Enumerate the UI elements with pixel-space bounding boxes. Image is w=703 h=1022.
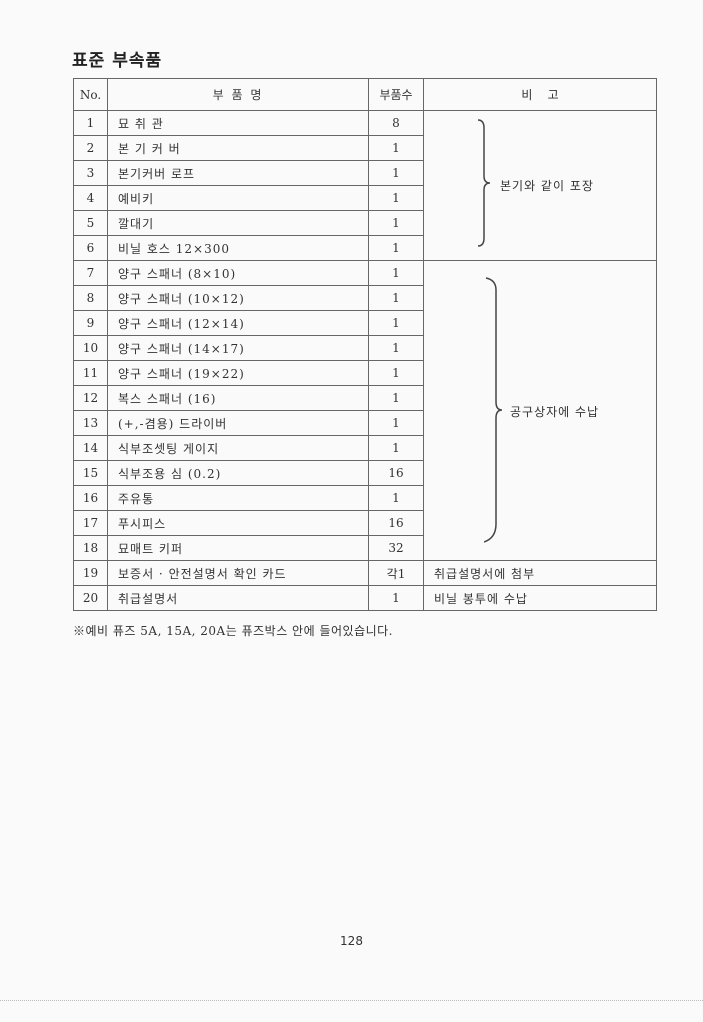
table-row: 10 양구 스패너 (14×17) 1 [73, 335, 657, 361]
row-no: 10 [73, 335, 108, 361]
page-title: 표준 부속품 [72, 51, 163, 71]
brace-group-2 [484, 277, 503, 543]
part-qty: 1 [368, 335, 424, 361]
row-no: 19 [73, 560, 108, 586]
table-row: 18 묘매트 키퍼 32 [73, 535, 657, 561]
part-qty: 8 [368, 110, 424, 136]
table-row: 16 주유통 1 [73, 485, 657, 511]
part-qty: 1 [368, 235, 424, 261]
table-row: 5 깔대기 1 [73, 210, 657, 236]
part-name: 깔대기 [107, 210, 369, 236]
part-qty: 1 [368, 385, 424, 411]
row-no: 5 [73, 210, 108, 236]
fuse-note: ※예비 퓨즈 5A, 15A, 20A는 퓨즈박스 안에 들어있습니다. [73, 624, 393, 638]
table-row: 11 양구 스패너 (19×22) 1 [73, 360, 657, 386]
row-no: 6 [73, 235, 108, 261]
table-row: 1 묘 취 관 8 [73, 110, 657, 261]
table-row: 14 식부조셋팅 게이지 1 [73, 435, 657, 461]
part-qty: 각1 [368, 560, 424, 586]
part-name: 취급설명서 [107, 585, 369, 611]
part-name: 양구 스패너 (10×12) [107, 285, 369, 311]
row-no: 17 [73, 510, 108, 536]
part-qty: 1 [368, 585, 424, 611]
row-no: 7 [73, 260, 108, 286]
part-name: 본 기 커 버 [107, 135, 369, 161]
header-qty: 부품수 [368, 78, 424, 111]
part-qty: 1 [368, 160, 424, 186]
part-qty: 1 [368, 310, 424, 336]
part-name: (+,-겸용) 드라이버 [107, 410, 369, 436]
header-remark: 비 고 [423, 78, 657, 111]
table-row: 9 양구 스패너 (12×14) 1 [73, 310, 657, 336]
part-qty: 1 [368, 185, 424, 211]
part-qty: 32 [368, 535, 424, 561]
row-no: 1 [73, 110, 108, 136]
table-row: 7 양구 스패너 (8×10) 1 [73, 260, 657, 561]
part-name: 예비키 [107, 185, 369, 211]
part-qty: 1 [368, 410, 424, 436]
table-row: 8 양구 스패너 (10×12) 1 [73, 285, 657, 311]
table-row: 3 본기커버 로프 1 [73, 160, 657, 186]
row-no: 13 [73, 410, 108, 436]
header-no: No. [73, 78, 108, 111]
row-no: 2 [73, 135, 108, 161]
row-no: 3 [73, 160, 108, 186]
remark-cell-group-1 [423, 110, 657, 261]
part-name: 식부조셋팅 게이지 [107, 435, 369, 461]
part-qty: 1 [368, 135, 424, 161]
part-qty: 16 [368, 460, 424, 486]
part-name: 양구 스패너 (19×22) [107, 360, 369, 386]
table-row: 20 취급설명서 1 비닐 봉투에 수납 [73, 585, 657, 611]
scan-artifact-line [0, 1000, 703, 1003]
table-header-row: No. 부 품 명 부품수 비 고 [73, 78, 657, 111]
group-remark-1: 본기와 같이 포장 [500, 179, 594, 193]
table-row: 12 복스 스패너 (16) 1 [73, 385, 657, 411]
header-name: 부 품 명 [107, 78, 369, 111]
part-remark: 비닐 봉투에 수납 [423, 585, 657, 611]
group-remark-2: 공구상자에 수납 [510, 405, 600, 419]
row-no: 4 [73, 185, 108, 211]
part-name: 양구 스패너 (14×17) [107, 335, 369, 361]
row-no: 16 [73, 485, 108, 511]
brace-group-1 [477, 119, 491, 247]
row-no: 15 [73, 460, 108, 486]
part-name: 묘 취 관 [107, 110, 369, 136]
part-name: 비닐 호스 12×300 [107, 235, 369, 261]
part-name: 복스 스패너 (16) [107, 385, 369, 411]
remark-cell-group-2 [423, 260, 657, 561]
table-row: 4 예비키 1 [73, 185, 657, 211]
part-name: 푸시피스 [107, 510, 369, 536]
row-no: 8 [73, 285, 108, 311]
part-qty: 1 [368, 285, 424, 311]
part-qty: 16 [368, 510, 424, 536]
page-number: 128 [340, 934, 363, 948]
part-name: 식부조용 심 (0.2) [107, 460, 369, 486]
row-no: 18 [73, 535, 108, 561]
row-no: 14 [73, 435, 108, 461]
row-no: 11 [73, 360, 108, 386]
part-name: 보증서 · 안전설명서 확인 카드 [107, 560, 369, 586]
part-qty: 1 [368, 435, 424, 461]
part-qty: 1 [368, 210, 424, 236]
part-name: 양구 스패너 (12×14) [107, 310, 369, 336]
table-row: 19 보증서 · 안전설명서 확인 카드 각1 취급설명서에 첨부 [73, 560, 657, 586]
part-qty: 1 [368, 260, 424, 286]
part-qty: 1 [368, 360, 424, 386]
part-name: 묘매트 키퍼 [107, 535, 369, 561]
row-no: 20 [73, 585, 108, 611]
part-name: 주유통 [107, 485, 369, 511]
table-row: 15 식부조용 심 (0.2) 16 [73, 460, 657, 486]
table-row: 13 (+,-겸용) 드라이버 1 [73, 410, 657, 436]
part-qty: 1 [368, 485, 424, 511]
row-no: 9 [73, 310, 108, 336]
part-remark: 취급설명서에 첨부 [423, 560, 657, 586]
row-no: 12 [73, 385, 108, 411]
part-name: 양구 스패너 (8×10) [107, 260, 369, 286]
part-name: 본기커버 로프 [107, 160, 369, 186]
